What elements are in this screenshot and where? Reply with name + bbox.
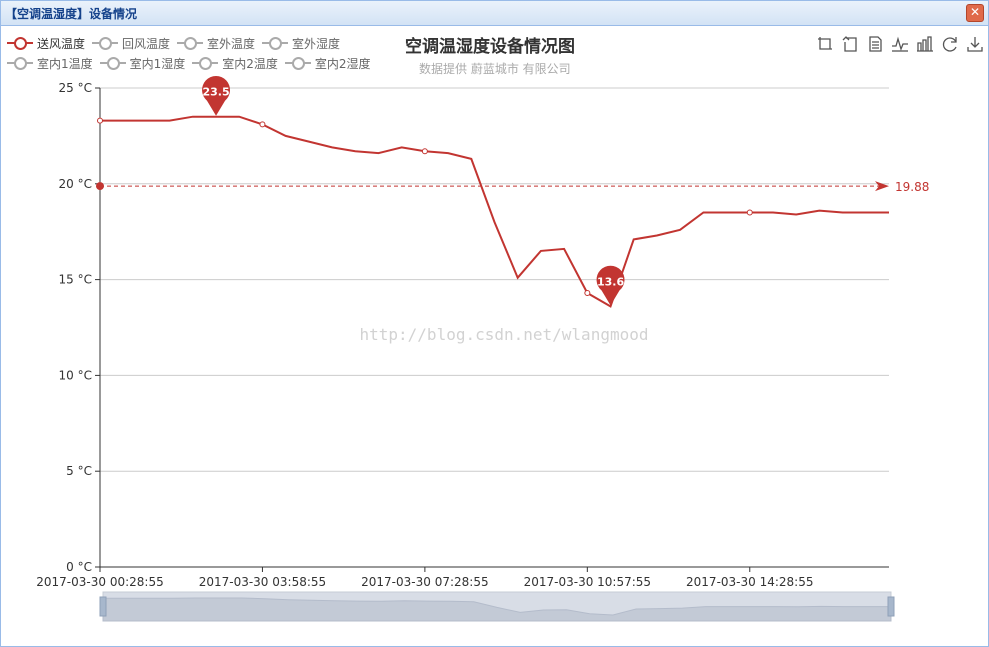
bar-chart-icon[interactable]	[915, 34, 935, 54]
legend-item-label: 送风温度	[37, 36, 86, 51]
legend-item[interactable]: 室外温度	[177, 33, 255, 53]
y-tick-label: 20 °C	[59, 177, 92, 191]
chart-title: 空调温湿度设备情况图	[405, 37, 575, 57]
data-point	[97, 117, 103, 124]
legend-item-label: 室外温度	[207, 36, 256, 51]
data-zoom-handle-right[interactable]	[887, 596, 895, 617]
legend-item[interactable]: 送风温度	[7, 33, 85, 53]
average-mark-line-start	[96, 182, 104, 191]
data-zoom-slider[interactable]	[99, 591, 895, 622]
restore-icon[interactable]	[940, 34, 960, 54]
mark-point-label: 23.5	[202, 86, 229, 99]
watermark-text: http://blog.csdn.net/wlangmood	[360, 325, 649, 344]
legend-item-label: 室外湿度	[292, 36, 341, 51]
mark-point-label: 13.6	[597, 275, 624, 288]
legend-item-label: 室内2湿度	[314, 56, 371, 71]
window-titlebar: 【空调温湿度】设备情况 ✕	[1, 1, 988, 26]
legend-line-circle-icon	[284, 57, 311, 70]
legend-line-circle-icon	[177, 37, 204, 50]
legend-item-label: 回风温度	[122, 36, 171, 51]
mark-point-max: 23.5	[202, 76, 231, 116]
legend-line-circle-icon	[7, 37, 33, 50]
data-point	[746, 209, 753, 216]
line-chart: 0 °C 5 °C 10 °C 15 °C 20 °C 25 °C 2017-03-30 0…	[36, 76, 929, 622]
legend-item[interactable]: 室外湿度	[262, 33, 340, 53]
legend-line-circle-icon	[7, 57, 33, 70]
y-tick-label: 25 °C	[59, 81, 92, 95]
average-mark-line-arrow	[875, 181, 889, 192]
series-line-送风温度	[100, 115, 889, 308]
legend-item[interactable]: 室内1湿度	[99, 53, 186, 73]
mark-point-pin-icon	[596, 265, 625, 306]
legend-item-label: 室内1湿度	[129, 56, 186, 71]
y-tick-label: 0 °C	[66, 560, 92, 574]
legend-item-label: 室内1温度	[37, 56, 93, 71]
save-image-icon[interactable]	[965, 34, 985, 54]
x-tick-label: 2017-03-30 07:28:55	[361, 575, 488, 589]
x-tick-label: 2017-03-30 00:28:55	[36, 575, 163, 589]
y-tick-label: 10 °C	[59, 368, 92, 382]
legend-item[interactable]: 回风温度	[92, 33, 170, 53]
data-point	[259, 121, 266, 128]
data-zoom-preview	[102, 597, 892, 622]
window-title: 【空调温湿度】设备情况	[5, 7, 138, 21]
legend-line-circle-icon	[192, 57, 219, 70]
legend-item[interactable]: 室内2湿度	[284, 53, 371, 73]
legend: 送风温度 回风温度 室外温度 室外湿度室内1温度 室内1湿度 室内2温度 室内2湿度	[7, 33, 397, 73]
x-tick-label: 2017-03-30 10:57:55	[524, 575, 651, 589]
legend-item[interactable]: 室内1温度	[7, 53, 93, 73]
average-mark-line-label: 19.88	[895, 180, 929, 194]
y-tick-label: 5 °C	[66, 464, 92, 478]
x-tick-label: 2017-03-30 03:58:55	[199, 575, 326, 589]
legend-line-circle-icon	[92, 37, 119, 50]
data-point	[584, 290, 591, 297]
close-icon[interactable]: ✕	[966, 4, 984, 22]
legend-line-circle-icon	[99, 57, 126, 70]
data-zoom-handle-left[interactable]	[99, 596, 107, 617]
mark-point-min: 13.6	[596, 265, 625, 306]
y-tick-label: 15 °C	[59, 273, 92, 287]
mark-point-pin-icon	[202, 76, 231, 116]
data-zoom-icon[interactable]	[815, 34, 835, 54]
data-view-icon[interactable]	[865, 34, 885, 54]
chart-area: 0 °C 5 °C 10 °C 15 °C 20 °C 25 °C 2017-03-30 0…	[1, 26, 988, 646]
line-chart-icon[interactable]	[890, 34, 910, 54]
zoom-reset-icon[interactable]	[840, 34, 860, 54]
legend-line-circle-icon	[262, 37, 289, 50]
x-tick-label: 2017-03-30 14:28:55	[686, 575, 813, 589]
toolbox	[815, 34, 989, 54]
legend-item-label: 室内2温度	[222, 56, 278, 71]
chart-subtitle: 数据提供 蔚蓝城市 有限公司	[419, 62, 571, 76]
legend-item[interactable]: 室内2温度	[192, 53, 278, 73]
data-point	[421, 148, 428, 155]
